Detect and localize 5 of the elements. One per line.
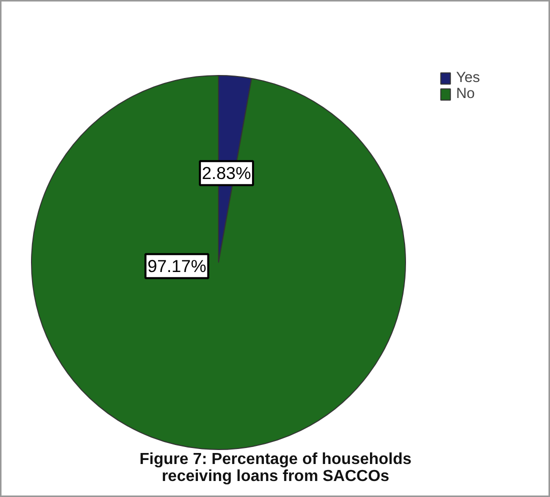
data-label: 97.17% xyxy=(147,256,206,276)
legend-label: No xyxy=(456,86,476,102)
data-label: 2.83% xyxy=(202,163,252,184)
caption: Figure 7: Percentage of households receiving loans from SACCOs xyxy=(139,451,412,485)
legend-label: Yes xyxy=(456,70,480,86)
